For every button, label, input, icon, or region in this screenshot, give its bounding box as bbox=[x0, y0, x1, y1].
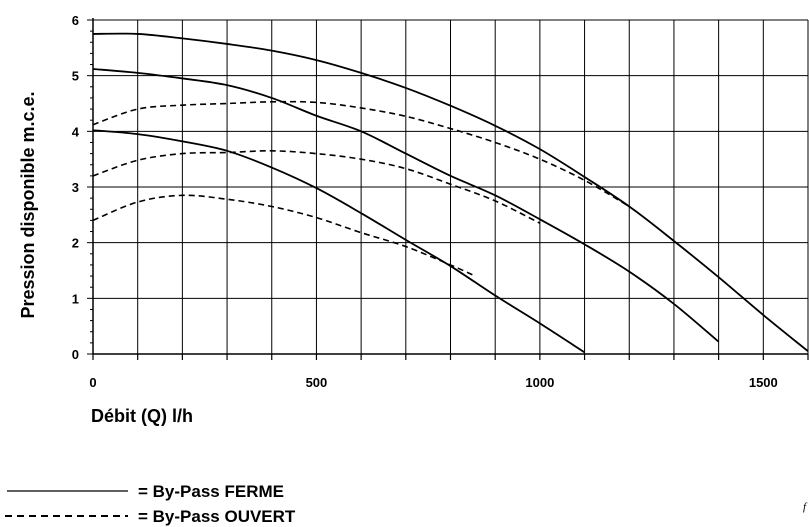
legend: = By-Pass FERME = By-Pass OUVERT bbox=[5, 482, 296, 526]
solid-series-line-0 bbox=[92, 32, 809, 352]
y-tick-label: 6 bbox=[72, 13, 79, 28]
x-tick-label: 1500 bbox=[749, 375, 778, 390]
x-tick-label: 1000 bbox=[525, 375, 554, 390]
x-tick-label: 0 bbox=[89, 375, 96, 390]
solid-series-line-1 bbox=[92, 68, 720, 343]
solid-series-line-2 bbox=[92, 129, 586, 354]
y-tick-label: 0 bbox=[72, 347, 79, 362]
series-layer bbox=[92, 32, 809, 354]
y-tick-label: 3 bbox=[72, 180, 79, 195]
legend-label-ouvert: = By-Pass OUVERT bbox=[138, 507, 296, 526]
y-tick-label: 5 bbox=[72, 69, 79, 84]
y-axis-title: Pression disponible m.c.e. bbox=[18, 91, 38, 318]
ticks: 0 1 2 3 4 5 6 0 500 1000 1500 bbox=[72, 13, 809, 390]
grid bbox=[93, 19, 809, 354]
legend-label-ferme: = By-Pass FERME bbox=[138, 482, 284, 501]
x-tick-label: 500 bbox=[306, 375, 328, 390]
dashed-series-line-5 bbox=[92, 194, 474, 276]
y-tick-label: 4 bbox=[72, 124, 80, 139]
y-tick-label: 2 bbox=[72, 236, 79, 251]
x-axis-title: Débit (Q) l/h bbox=[91, 406, 193, 426]
dashed-series-line-3 bbox=[92, 100, 630, 208]
y-tick-label: 1 bbox=[72, 291, 79, 306]
corner-mark: f bbox=[803, 501, 808, 513]
